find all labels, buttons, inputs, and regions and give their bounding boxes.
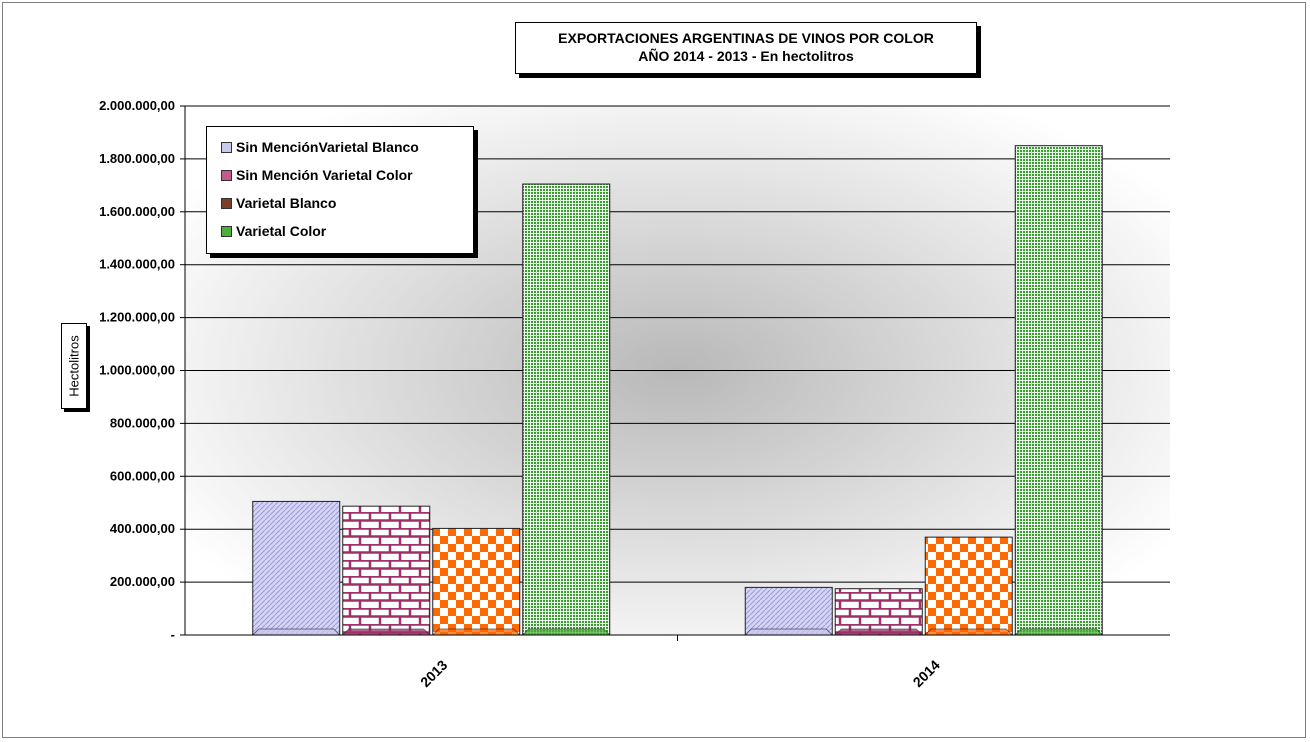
chart-subtitle: AÑO 2014 - 2013 - En hectolitros xyxy=(638,48,854,64)
bar-face xyxy=(1014,145,1103,636)
chart-title-box: EXPORTACIONES ARGENTINAS DE VINOS POR CO… xyxy=(515,22,977,74)
bar xyxy=(341,505,431,636)
bar-base xyxy=(431,628,521,636)
bar-face xyxy=(924,536,1013,636)
bar-base xyxy=(521,628,611,636)
bar xyxy=(431,527,521,636)
y-tick-label: 400.000,00 xyxy=(110,521,175,536)
bar-base xyxy=(834,628,924,636)
legend-swatch xyxy=(221,197,232,209)
bar-face xyxy=(252,500,341,636)
y-tick-label: 800.000,00 xyxy=(110,415,175,430)
y-tick-label: 1.600.000,00 xyxy=(99,204,175,219)
bar-base xyxy=(341,628,431,636)
bar xyxy=(251,500,341,636)
legend-item: Sin MenciónVarietal Blanco xyxy=(221,133,473,161)
bar-face xyxy=(522,183,611,636)
y-axis-label: Hectolitros xyxy=(66,335,82,397)
y-tick-label: 1.200.000,00 xyxy=(99,310,175,325)
bar xyxy=(924,536,1014,636)
legend-item: Sin Mención Varietal Color xyxy=(221,161,473,189)
y-tick-label: - xyxy=(171,627,175,642)
bar xyxy=(1014,145,1104,636)
legend-label: Varietal Blanco xyxy=(236,195,337,211)
y-tick-label: 600.000,00 xyxy=(110,468,175,483)
bar-face xyxy=(834,588,923,636)
legend-label: Varietal Color xyxy=(236,223,327,239)
bar-base xyxy=(251,628,341,636)
legend-label: Sin Mención Varietal Color xyxy=(236,167,413,183)
chart-legend: Sin MenciónVarietal Blanco Sin Mención V… xyxy=(206,126,474,254)
bar-base xyxy=(1014,628,1104,636)
legend-item: Varietal Color xyxy=(221,217,473,245)
bar xyxy=(744,586,834,636)
x-tick-label: 2013 xyxy=(417,657,450,690)
bar-base xyxy=(924,628,1014,636)
legend-swatch xyxy=(221,169,232,181)
y-tick-label: 1.000.000,00 xyxy=(99,363,175,378)
bar-face xyxy=(744,586,833,636)
y-tick-label: 200.000,00 xyxy=(110,574,175,589)
bar-face xyxy=(432,527,521,636)
y-tick-label: 1.400.000,00 xyxy=(99,257,175,272)
y-axis-label-box: Hectolitros xyxy=(61,323,87,409)
bar xyxy=(521,183,611,636)
legend-item: Varietal Blanco xyxy=(221,189,473,217)
bar-face xyxy=(342,505,431,636)
legend-label: Sin MenciónVarietal Blanco xyxy=(236,139,419,155)
legend-swatch xyxy=(221,225,232,237)
legend-swatch xyxy=(221,141,232,153)
bar xyxy=(834,588,924,636)
chart-title: EXPORTACIONES ARGENTINAS DE VINOS POR CO… xyxy=(558,30,934,46)
y-tick-label: 2.000.000,00 xyxy=(99,98,175,113)
y-tick-label: 1.800.000,00 xyxy=(99,151,175,166)
bar-base xyxy=(744,628,834,636)
x-tick-label: 2014 xyxy=(910,657,943,690)
